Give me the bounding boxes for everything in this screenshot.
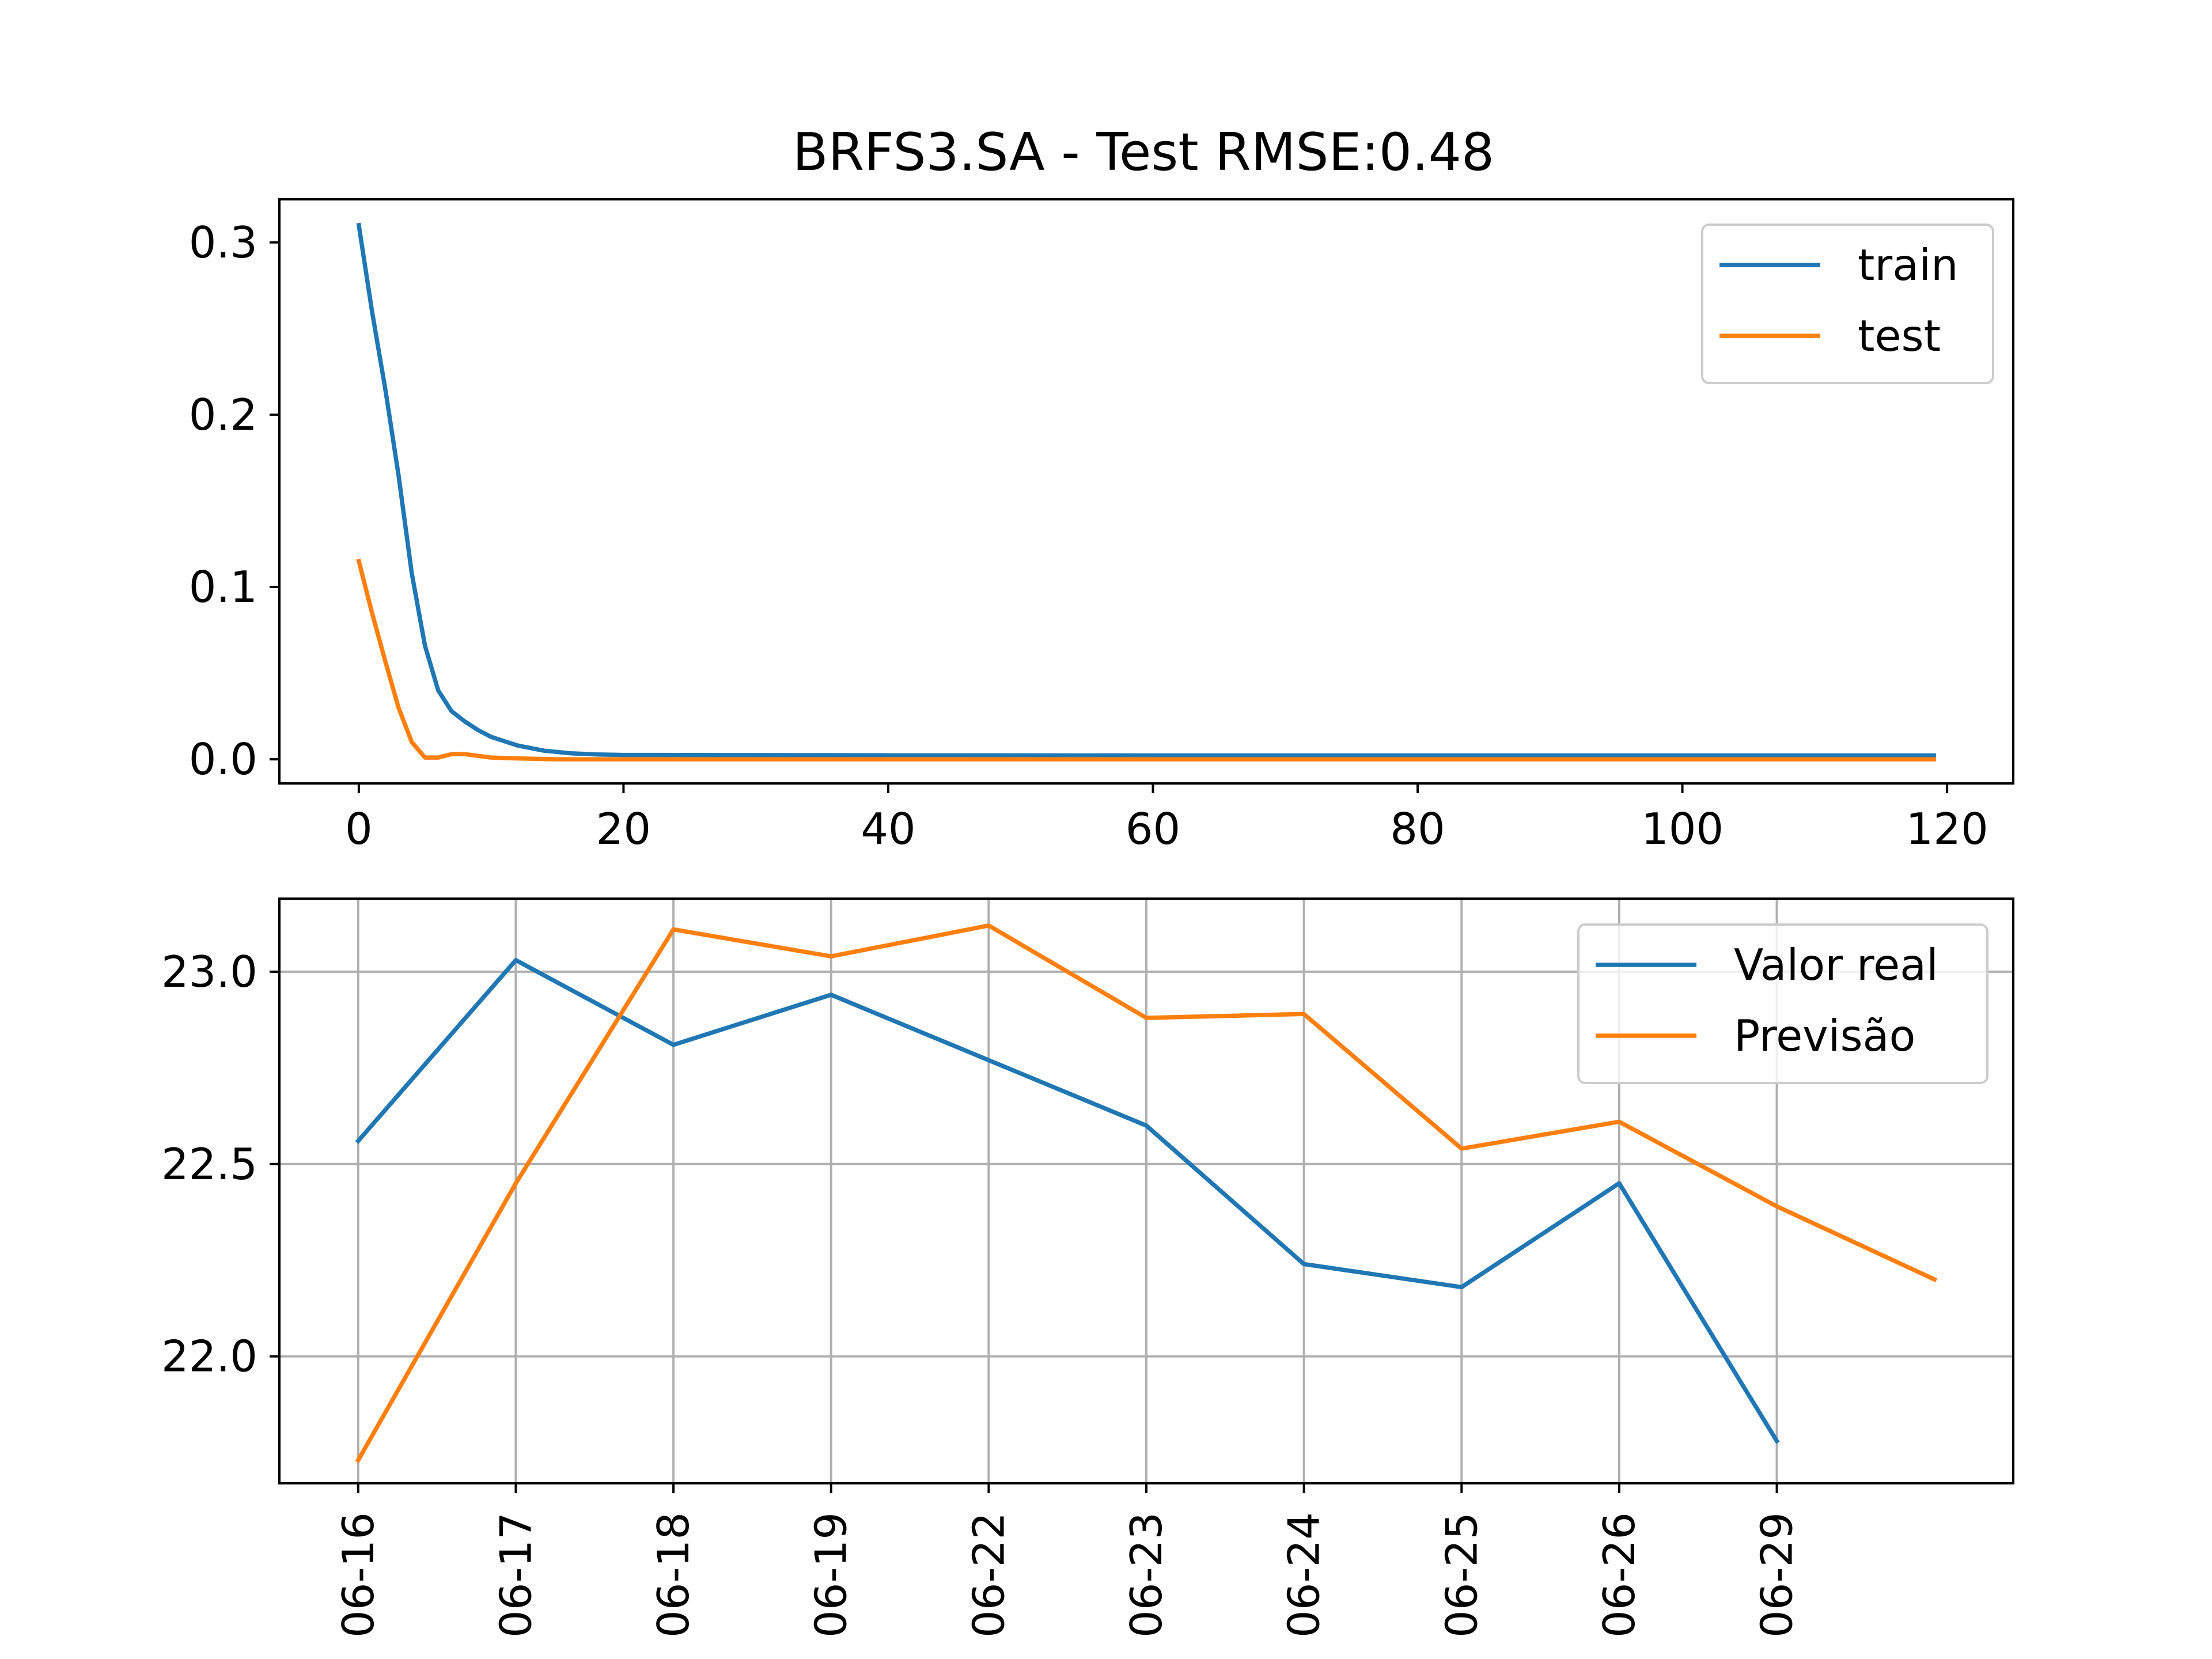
x-tick-label: 06-24 <box>1279 1512 1330 1638</box>
x-tick-label: 06-19 <box>806 1512 857 1638</box>
axes-frame <box>278 198 2014 785</box>
y-tick-label: 0.2 <box>189 389 257 440</box>
series-line-previs-o <box>355 923 1938 1464</box>
x-tick-label: 40 <box>861 804 915 854</box>
x-tick-label: 06-26 <box>1594 1512 1645 1638</box>
x-tick-label: 120 <box>1906 804 1988 854</box>
series-line-train <box>356 222 1936 758</box>
x-tick-label: 60 <box>1126 804 1180 854</box>
y-tick-label: 23.0 <box>161 946 257 997</box>
prediction-plot: 06-16 06-17 06-18 06-19 06-22 06-23 06-24 06-25… <box>161 897 2014 1638</box>
x-tick-label: 06-23 <box>1121 1512 1172 1638</box>
x-tick-label: 20 <box>596 804 651 854</box>
legend-label: Valor real <box>1734 940 1938 990</box>
x-tick-label: 80 <box>1390 804 1445 854</box>
loss-plot: 0 20 40 60 80 100 120 0.0 0.1 0.2 0.3 train test <box>189 198 2014 854</box>
x-tick-label: 06-18 <box>648 1512 699 1638</box>
legend-label: Previsão <box>1734 1010 1915 1061</box>
x-tick-label: 06-25 <box>1436 1512 1487 1638</box>
y-tick-label: 22.5 <box>161 1139 257 1190</box>
x-tick-label: 06-29 <box>1752 1512 1802 1638</box>
x-tick-label: 06-17 <box>490 1512 541 1638</box>
x-tick-label: 06-16 <box>333 1512 384 1638</box>
x-tick-label: 100 <box>1641 804 1724 854</box>
legend-label: test <box>1858 310 1941 361</box>
y-tick-label: 22.0 <box>161 1331 257 1382</box>
legend-label: train <box>1858 240 1959 290</box>
series-line-test <box>356 558 1936 762</box>
chart-title: BRFS3.SA - Test RMSE:0.48 <box>793 122 1494 183</box>
series-line-valor-real <box>355 958 1780 1444</box>
x-tick-label: 0 <box>345 804 373 854</box>
x-tick-label: 06-22 <box>963 1512 1014 1638</box>
y-tick-label: 0.1 <box>189 562 257 612</box>
y-tick-label: 0.0 <box>189 734 257 785</box>
y-tick-label: 0.3 <box>189 217 257 268</box>
